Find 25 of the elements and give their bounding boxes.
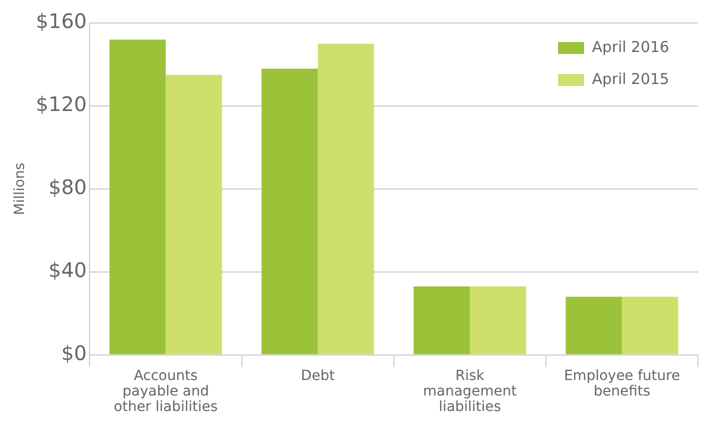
y-tick-label: $0: [61, 341, 87, 366]
category-label: management: [422, 384, 517, 400]
y-tick-label: $40: [48, 258, 87, 282]
category-label: Accounts: [134, 368, 198, 384]
category-label: benefits: [594, 384, 650, 400]
legend-label: April 2015: [592, 70, 670, 88]
bar: [414, 286, 470, 354]
bar: [470, 286, 526, 354]
bar: [622, 296, 678, 354]
category-label: Debt: [300, 368, 335, 384]
bar: [566, 296, 622, 354]
y-tick-label: $80: [48, 175, 87, 200]
legend-label: April 2016: [592, 38, 670, 56]
y-tick-label: $160: [36, 9, 87, 34]
category-label: liabilities: [438, 398, 501, 415]
y-axis-title: Millions: [12, 162, 28, 216]
category-label: other liabilities: [114, 398, 218, 415]
category-label: payable and: [122, 384, 209, 400]
category-label: Employee future: [564, 368, 680, 384]
bar: [262, 68, 318, 354]
bar: [166, 74, 222, 354]
category-label: Risk: [455, 368, 484, 384]
bar: [318, 44, 374, 354]
bar: [109, 40, 166, 354]
y-tick-label: $120: [36, 92, 87, 116]
